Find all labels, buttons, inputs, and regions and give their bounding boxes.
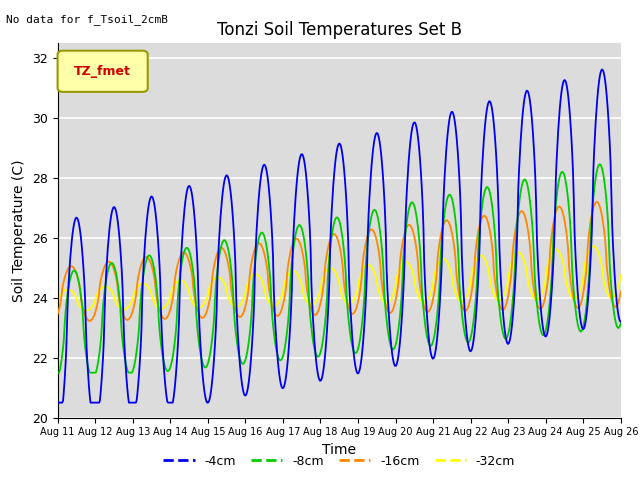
Title: Tonzi Soil Temperatures Set B: Tonzi Soil Temperatures Set B: [217, 21, 461, 39]
Text: No data for f_Tsoil_2cmB: No data for f_Tsoil_2cmB: [6, 14, 168, 25]
X-axis label: Time: Time: [322, 443, 356, 457]
FancyBboxPatch shape: [58, 51, 148, 92]
Y-axis label: Soil Temperature (C): Soil Temperature (C): [12, 159, 26, 301]
Legend: -4cm, -8cm, -16cm, -32cm: -4cm, -8cm, -16cm, -32cm: [163, 455, 515, 468]
Text: TZ_fmet: TZ_fmet: [74, 65, 131, 78]
